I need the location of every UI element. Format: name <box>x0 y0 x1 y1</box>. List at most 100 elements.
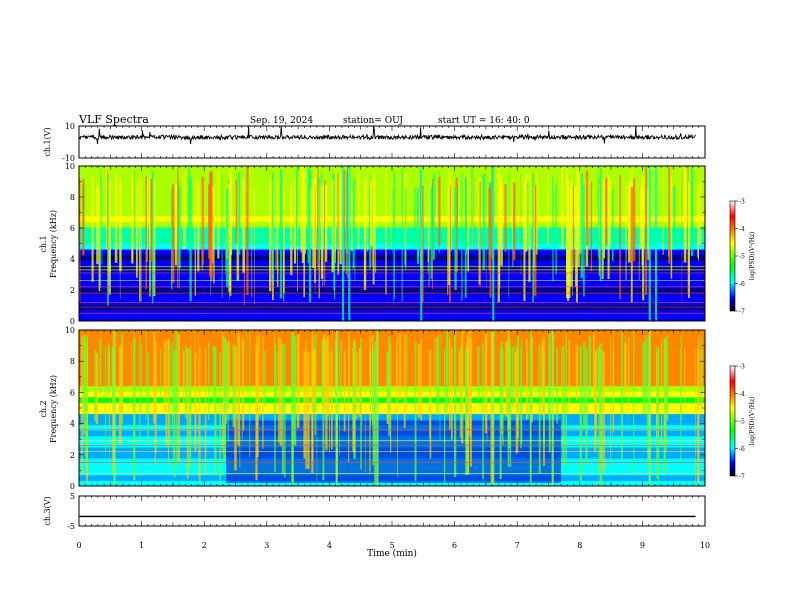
spectrogram-streak <box>242 179 245 273</box>
ch1-spec-ylabel-top: ch.1 <box>39 235 48 252</box>
spectrogram-streak <box>222 330 224 454</box>
spectrogram-streak <box>173 331 175 470</box>
x-tick-label: 9 <box>640 541 645 550</box>
spectrogram-streak <box>177 168 179 288</box>
spectrogram-streak <box>94 349 97 422</box>
spectrogram-streak <box>229 168 232 296</box>
x-tick-label: 3 <box>264 541 269 550</box>
spectrogram-streak <box>386 351 390 398</box>
spectrogram-streak <box>241 333 243 440</box>
ch2-spec-ylabel: Frequency (kHz) <box>49 375 58 443</box>
spectrogram-streak <box>358 348 361 418</box>
spectrogram-band <box>79 276 705 283</box>
spectrogram-streak <box>541 339 544 416</box>
spectrogram-streak <box>355 351 358 419</box>
spectrogram-streak <box>568 351 570 399</box>
spectrogram-streak <box>458 350 461 393</box>
spectrogram-streak <box>186 348 189 479</box>
x-tick-label: 0 <box>76 541 81 550</box>
spectrogram-streak <box>448 169 451 285</box>
spectrogram-streak <box>281 343 284 475</box>
y-tick-label: -10 <box>62 154 75 163</box>
spectrogram-band <box>79 249 705 256</box>
spectrogram-streak <box>274 343 276 473</box>
spectrogram-streak <box>189 176 192 302</box>
spectrogram-streak <box>178 180 180 290</box>
spectrogram-streak <box>199 346 201 482</box>
spectrogram-streak <box>343 350 346 432</box>
spectrogram-streak <box>297 188 299 292</box>
spectrogram-streak <box>597 177 600 259</box>
spectrogram-streak <box>628 337 630 407</box>
spectrogram-band <box>79 182 705 189</box>
y-tick-label: 8 <box>70 193 75 202</box>
spectrogram-band <box>79 243 705 250</box>
spectrogram-streak <box>246 167 249 295</box>
spectrogram-band <box>79 341 705 348</box>
spectrogram-streak <box>598 182 600 276</box>
spectrogram-band <box>79 199 705 206</box>
spectrogram-streak <box>640 186 643 249</box>
spectrogram-streak <box>414 187 416 248</box>
spectrogram-streak <box>296 334 300 428</box>
spectrogram-streak <box>134 169 135 247</box>
spectrogram-streak <box>670 174 673 279</box>
spectrogram-streak <box>217 170 220 259</box>
y-tick-label: 2 <box>70 286 75 295</box>
spectrogram-band <box>79 210 705 217</box>
spectrogram-streak <box>453 332 457 477</box>
spectrogram-streak <box>505 341 508 417</box>
spectrogram-streak <box>492 166 495 321</box>
spectrogram-streak <box>113 330 116 486</box>
spectrogram-streak <box>372 170 375 285</box>
spectrogram-streak <box>512 182 516 261</box>
spectrogram-streak <box>262 336 264 449</box>
spectrogram-streak <box>698 337 700 486</box>
spectrogram-streak <box>600 343 603 486</box>
spectrogram-streak <box>443 347 446 483</box>
spectrogram-streak <box>566 178 568 273</box>
spectrogram-streak <box>146 182 148 263</box>
spectrogram-streak <box>648 166 651 321</box>
spectrogram-streak <box>521 339 523 445</box>
spectrogram-streak <box>687 166 689 294</box>
spectrogram-streak <box>79 178 81 302</box>
spectrogram-streak <box>403 334 406 428</box>
spectrogram-streak <box>684 347 686 409</box>
spectrogram-streak <box>153 178 156 297</box>
spectrogram-streak <box>323 334 326 409</box>
spectrogram-streak <box>322 340 325 481</box>
spectrogram-streak <box>212 345 216 403</box>
spectrogram-streak <box>461 330 464 444</box>
spectrogram-band <box>79 408 705 415</box>
spectrogram-streak <box>479 181 481 287</box>
spectrogram-streak <box>119 178 122 272</box>
spectrogram-streak <box>318 177 321 260</box>
spectrogram-streak <box>163 340 166 414</box>
y-tick-label: 10 <box>65 122 75 131</box>
spectrogram-streak <box>661 337 663 447</box>
spectrogram-streak <box>641 341 643 414</box>
x-tick-label: 10 <box>700 541 710 550</box>
spectrogram-streak <box>556 347 558 424</box>
spectrogram-streak <box>609 179 612 245</box>
spectrogram-streak <box>420 166 423 321</box>
spectrogram-band <box>79 265 705 272</box>
spectrogram-streak <box>372 351 376 466</box>
spectrogram-streak <box>329 351 330 453</box>
spectrogram-streak <box>313 349 316 404</box>
spectrogram-streak <box>107 174 109 306</box>
spectrogram-streak <box>140 343 142 413</box>
spectrogram-streak <box>654 166 658 321</box>
spectrogram-streak <box>237 172 241 255</box>
colorbar-tick-label: -6 <box>739 446 745 453</box>
spectrogram-streak <box>185 346 187 418</box>
spectrogram-streak <box>214 347 217 475</box>
spectrogram-streak <box>150 179 153 262</box>
spectrogram-streak <box>490 330 493 485</box>
spectrogram-streak <box>465 177 467 255</box>
spectrogram-streak <box>194 180 196 296</box>
spectrogram-streak <box>370 180 373 247</box>
spectrogram-band <box>79 177 705 184</box>
spectrogram-streak <box>688 181 690 298</box>
